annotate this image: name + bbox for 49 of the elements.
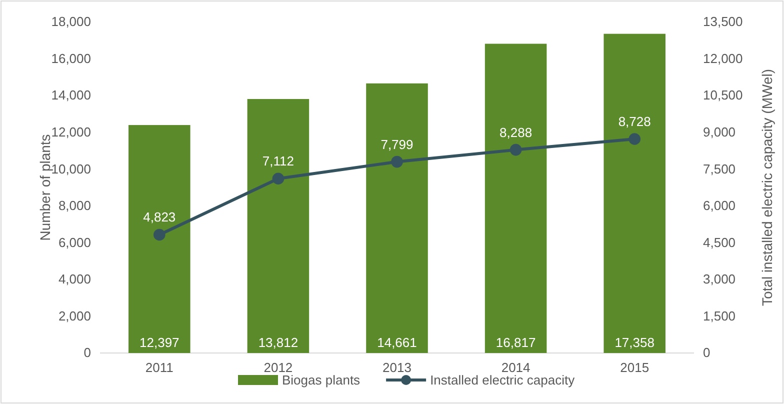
bar [484, 44, 547, 353]
y-tick-label: 14,000 [51, 88, 91, 103]
y-tick-label: 4,000 [58, 272, 91, 287]
y2-tick-label: 10,500 [703, 88, 743, 103]
x-tick-label: 2012 [264, 360, 293, 376]
y2-tick-label: 0 [703, 345, 710, 360]
data-label: 7,112 [262, 154, 294, 169]
bar [247, 99, 310, 353]
x-tick-label: 2015 [620, 360, 650, 376]
y-tick-label: 6,000 [58, 234, 91, 250]
y2-tick-label: 12,000 [703, 50, 743, 66]
data-label: 14,661 [377, 335, 417, 350]
bar [128, 125, 190, 353]
y2-tick-label: 4,500 [703, 234, 736, 250]
y-axis-title: Number of plants [37, 134, 53, 241]
y-tick-label: 0 [84, 345, 91, 360]
bar [366, 83, 428, 353]
x-tick-label: 2011 [145, 360, 174, 376]
y2-tick-label: 7,500 [703, 161, 736, 176]
point [628, 133, 641, 145]
y-tick-label: 18,000 [51, 14, 91, 30]
bar [604, 34, 666, 353]
y-tick-label: 2,000 [58, 308, 91, 324]
y-tick-label: 8,000 [58, 198, 91, 214]
y-tick-label: 16,000 [51, 50, 91, 66]
data-label: 17,358 [614, 335, 654, 350]
y-tick-label: 12,000 [51, 124, 91, 140]
data-label: 12,397 [140, 335, 180, 350]
point [391, 156, 403, 168]
point [153, 228, 166, 241]
data-label: 13,812 [258, 335, 298, 350]
data-label: 8,288 [500, 124, 532, 140]
y-tick-label: 10,000 [51, 161, 91, 176]
point [510, 144, 522, 156]
data-label: 7,799 [380, 136, 414, 152]
y2-tick-label: 3,000 [703, 272, 736, 287]
point [272, 172, 284, 185]
x-tick-label: 2014 [501, 360, 530, 376]
legend-label: Installed electric capacity [430, 372, 576, 388]
y2-tick-label: 6,000 [703, 198, 736, 214]
legend-label: Biogas plants [282, 372, 361, 388]
data-label: 4,823 [143, 210, 176, 225]
y2-tick-label: 13,500 [703, 14, 743, 30]
y2-tick-label: 1,500 [703, 308, 736, 324]
y2-axis-title: Total installed electric capacity (MWel) [759, 68, 775, 306]
data-label: 16,817 [496, 335, 536, 350]
x-tick-label: 2013 [382, 360, 412, 376]
data-label: 8,728 [618, 114, 651, 129]
y2-tick-label: 9,000 [703, 124, 736, 140]
